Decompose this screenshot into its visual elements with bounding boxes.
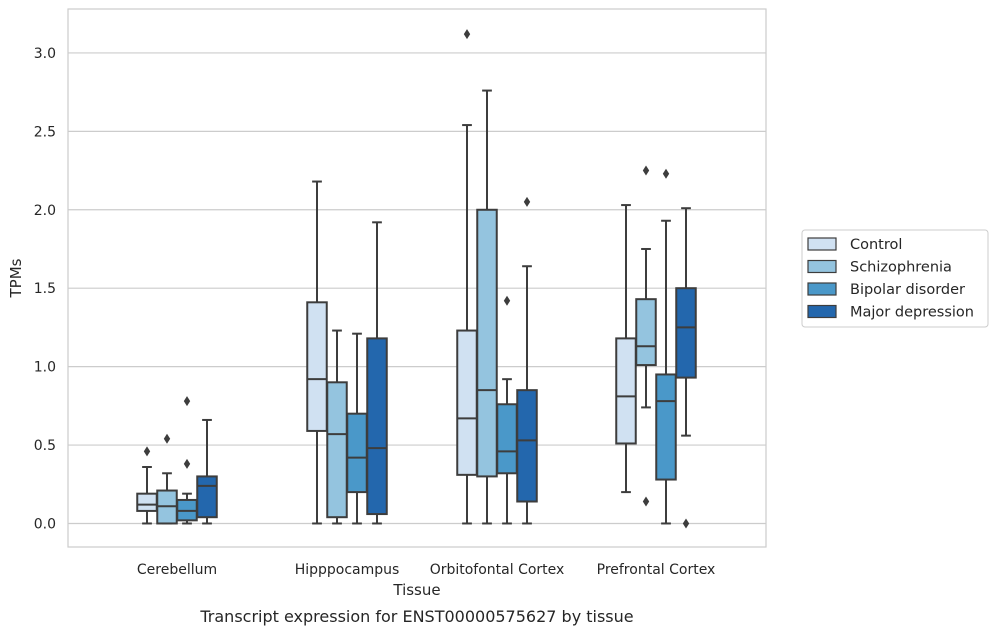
box-body — [516, 389, 538, 503]
figure-caption: Transcript expression for ENST0000057562… — [199, 607, 633, 626]
outlier-point — [183, 396, 191, 407]
box-body — [346, 412, 368, 494]
x-tick-label: Cerebellum — [137, 562, 217, 578]
legend-swatch — [807, 282, 837, 296]
box-2-3 — [655, 168, 677, 525]
box-3-1 — [366, 221, 388, 525]
box-2-0 — [176, 396, 198, 525]
box-0-1 — [306, 180, 328, 525]
box-body — [136, 492, 158, 512]
box-body — [635, 298, 657, 367]
legend-swatch — [807, 259, 837, 274]
legend-label: Major depression — [850, 305, 974, 321]
box-body — [655, 373, 677, 481]
box-body — [326, 381, 348, 519]
outlier-point — [503, 295, 511, 306]
x-tick-labels: Cerebellum Hipppocampus Orbitofontal Corte… — [137, 562, 715, 578]
outlier-point — [642, 165, 650, 176]
box-2-2 — [496, 295, 518, 525]
box-body — [456, 329, 478, 476]
box-3-3 — [675, 207, 697, 529]
box-1-0 — [156, 433, 178, 525]
x-tick-label: Hipppocampus — [295, 562, 400, 578]
box-2-1 — [346, 332, 368, 525]
y-tick-label: 0.0 — [34, 516, 56, 532]
outlier-point — [682, 518, 690, 529]
box-0-2 — [456, 29, 478, 525]
y-tick-labels: 0.0 0.5 1.0 1.5 2.0 2.5 3.0 — [34, 46, 56, 533]
x-axis-label: Tissue — [392, 581, 440, 599]
x-tick-label: Prefrontal Cortex — [597, 562, 716, 578]
outlier-point — [463, 29, 471, 40]
box-body — [476, 208, 498, 478]
box-0-3 — [615, 204, 637, 494]
box-1-1 — [326, 329, 348, 525]
outlier-point — [523, 196, 531, 207]
y-tick-label: 2.5 — [34, 124, 56, 140]
grid-lines — [68, 52, 766, 525]
outlier-point — [662, 168, 670, 179]
legend-label: Bipolar disorder — [850, 282, 965, 298]
legend-label: Control — [850, 237, 902, 253]
legend-frame — [801, 229, 989, 328]
box-1-3 — [635, 165, 657, 507]
box-1-2 — [476, 89, 498, 525]
legend: Control Schizophrenia Bipolar disorder Majo… — [801, 229, 989, 328]
box-body — [675, 287, 697, 379]
legend-label: Schizophrenia — [850, 260, 952, 276]
box-3-2 — [516, 196, 538, 525]
outlier-point — [163, 433, 171, 444]
outlier-point — [143, 446, 151, 457]
box-0-0 — [136, 446, 158, 525]
y-tick-label: 2.0 — [34, 203, 56, 219]
y-tick-label: 3.0 — [34, 46, 56, 62]
box-body — [196, 475, 218, 519]
y-tick-label: 1.5 — [34, 281, 56, 297]
legend-swatch — [807, 237, 837, 251]
y-axis-label: TPMs — [7, 258, 25, 298]
x-tick-label: Orbitofontal Cortex — [430, 562, 565, 578]
y-tick-label: 1.0 — [34, 360, 56, 376]
outlier-point — [183, 458, 191, 469]
plot-frame — [67, 8, 767, 548]
box-body — [366, 337, 388, 516]
box-3-0 — [196, 418, 218, 525]
box-series — [136, 29, 697, 529]
box-body — [306, 301, 328, 432]
box-body — [496, 403, 518, 475]
legend-swatch — [807, 304, 837, 319]
outlier-point — [642, 496, 650, 507]
box-body — [615, 337, 637, 445]
y-tick-label: 0.5 — [34, 438, 56, 454]
